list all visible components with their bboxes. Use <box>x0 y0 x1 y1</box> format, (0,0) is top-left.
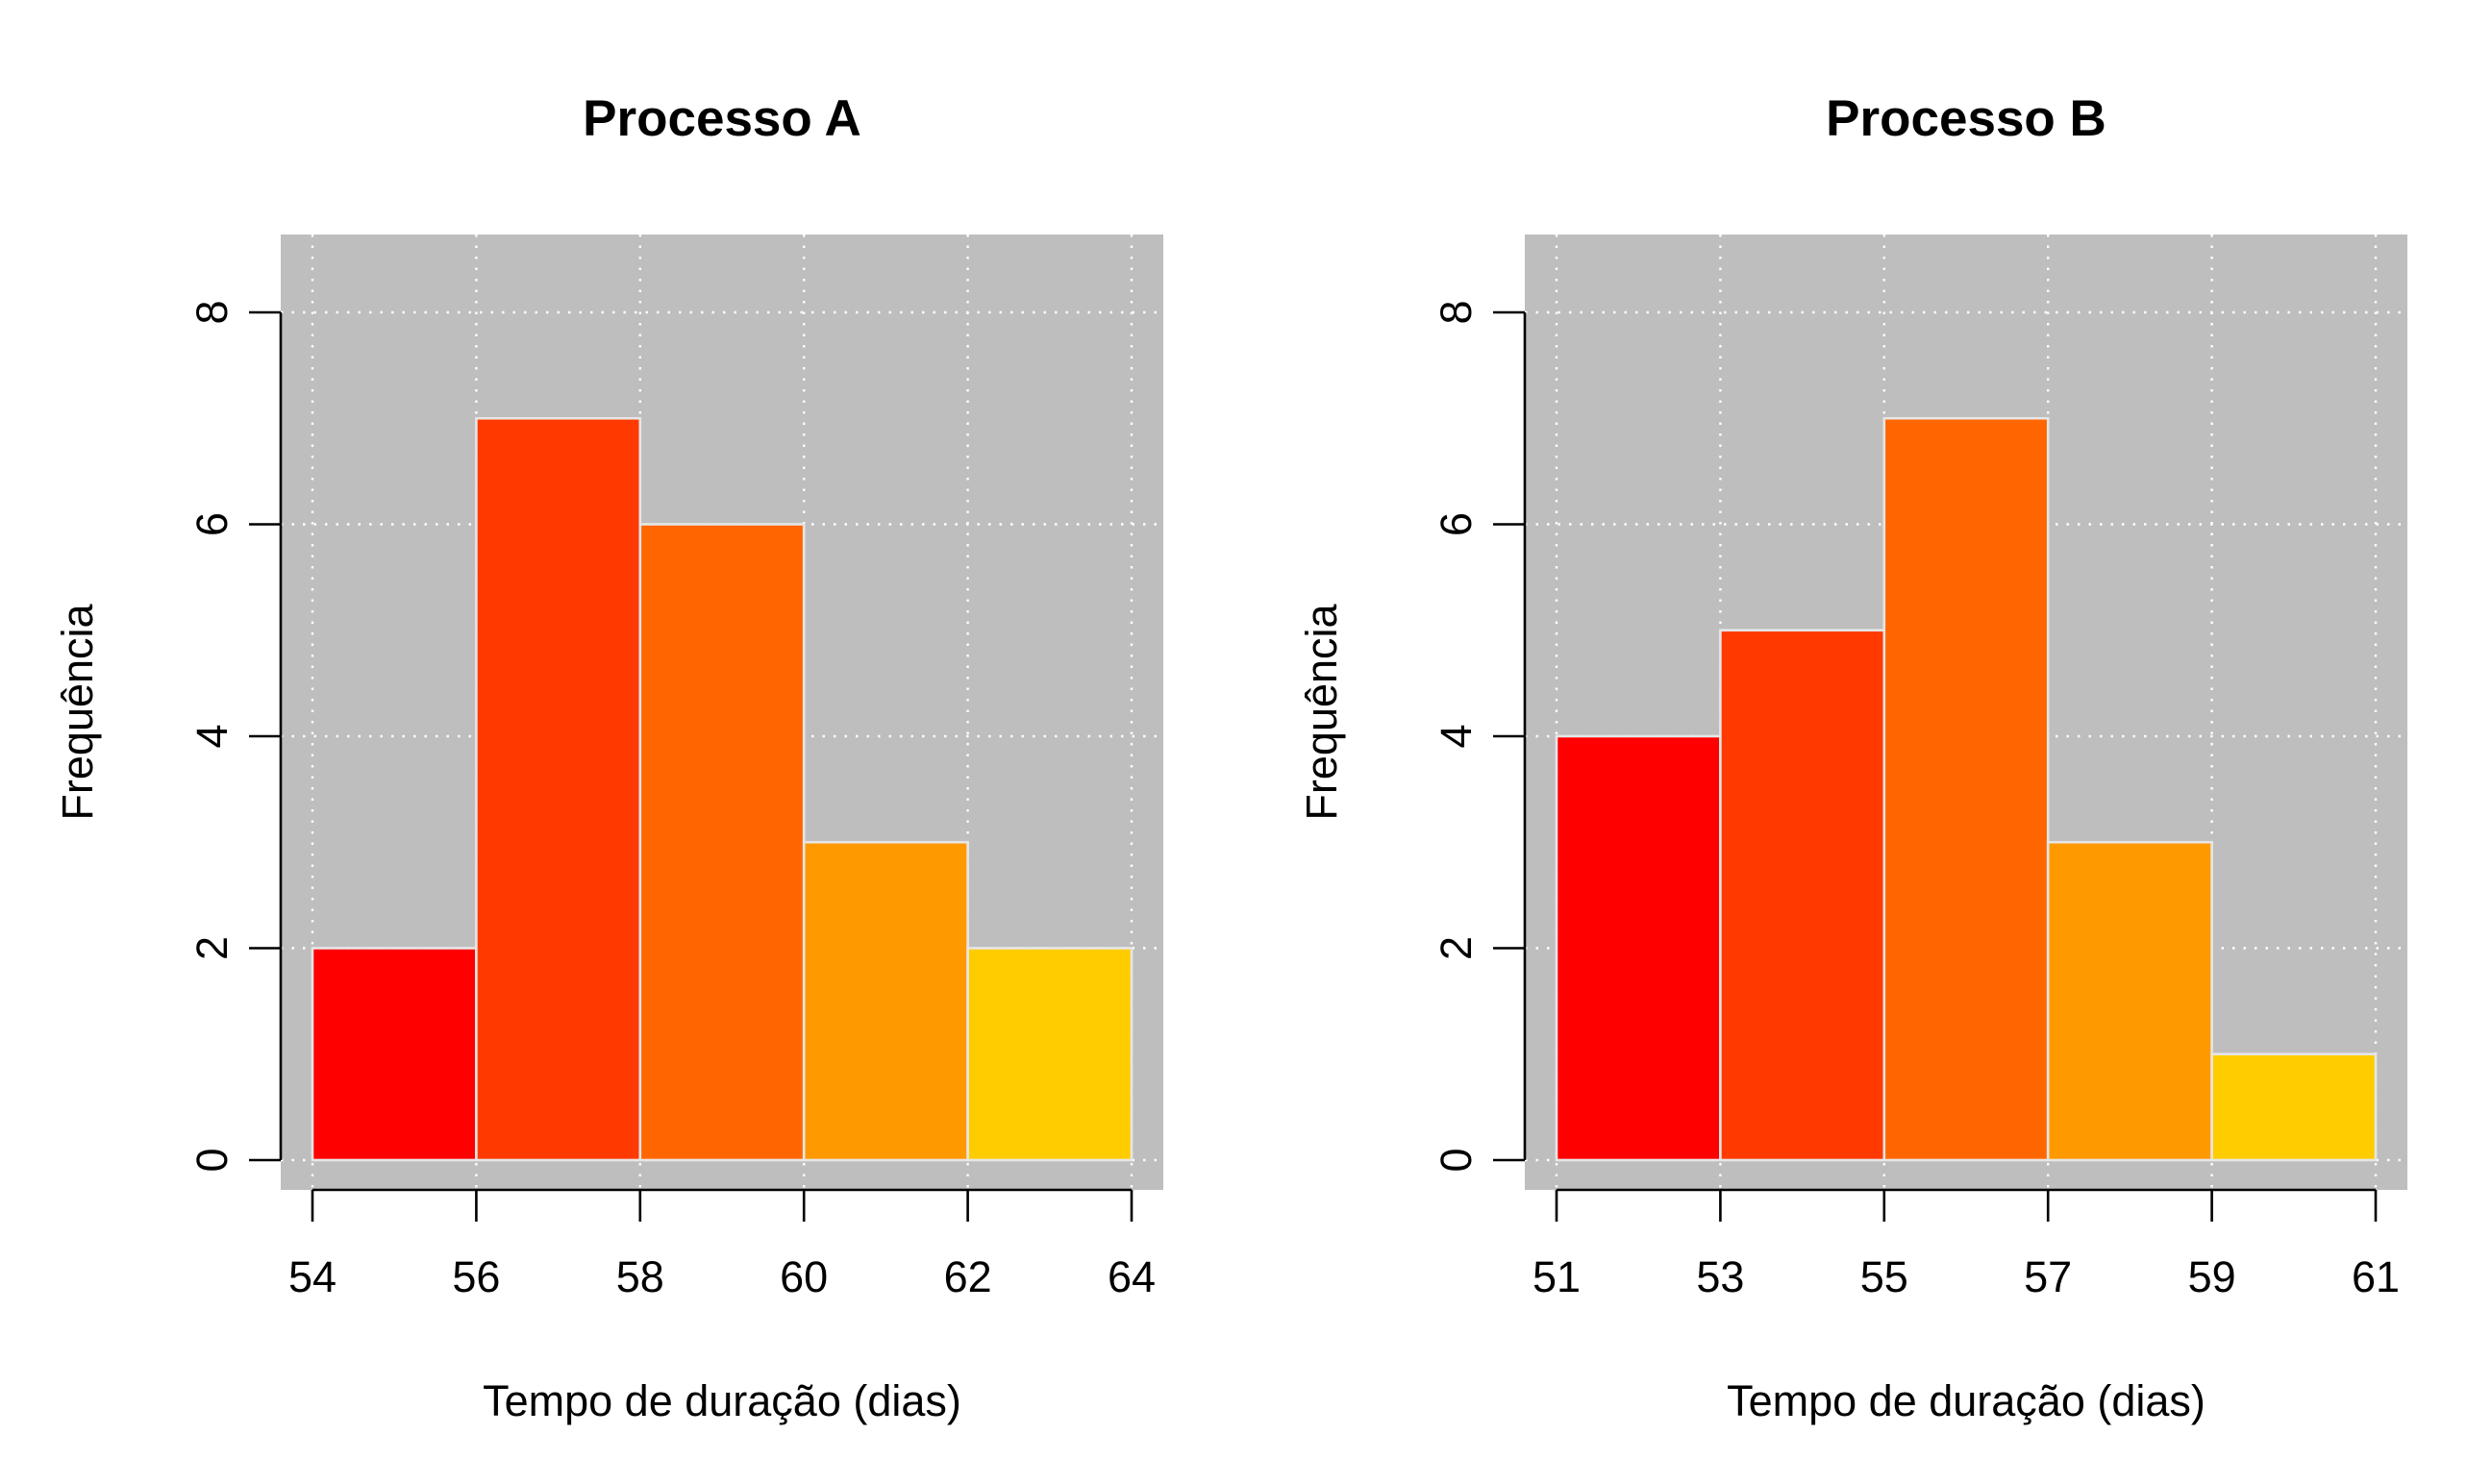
x-tick-label-b-0: 51 <box>1533 1252 1581 1301</box>
x-tick-label-b-2: 55 <box>1860 1252 1908 1301</box>
chart-processo-b: 0 2 4 6 8 51 53 55 57 59 61 Processo B Tempo de du… <box>1297 90 2407 1425</box>
tick-labels-b: 0 2 4 6 8 51 53 55 57 59 61 <box>1432 300 2400 1301</box>
y-tick-label-b-1: 2 <box>1432 936 1481 960</box>
bar-b-0 <box>1555 734 1722 1162</box>
bar-a-3 <box>802 840 969 1162</box>
y-tick-label-b-4: 8 <box>1432 300 1481 324</box>
chart-title-a: Processo A <box>583 90 861 147</box>
x-axis-title-a: Tempo de duração (dias) <box>483 1376 961 1425</box>
y-tick-label-b-0: 0 <box>1432 1148 1481 1172</box>
bar-a-0 <box>311 947 478 1162</box>
chart-processo-a: 0 2 4 6 8 54 56 58 60 62 64 Processo A Tempo de du… <box>53 90 1163 1425</box>
bar-a-4 <box>966 947 1134 1162</box>
x-tick-label-a-0: 54 <box>288 1252 336 1301</box>
y-axis-title-a: Frequência <box>53 603 102 820</box>
bars-a <box>311 416 1134 1162</box>
y-axis-title-b: Frequência <box>1297 603 1346 820</box>
bar-a-1 <box>475 416 642 1162</box>
tick-labels-a: 0 2 4 6 8 54 56 58 60 62 64 <box>187 300 1156 1301</box>
y-tick-label-b-2: 4 <box>1432 724 1481 748</box>
x-tick-label-a-2: 58 <box>616 1252 664 1301</box>
x-tick-label-b-1: 53 <box>1696 1252 1744 1301</box>
bar-b-3 <box>2046 840 2213 1162</box>
bar-b-4 <box>2210 1052 2378 1162</box>
x-tick-label-b-3: 57 <box>2024 1252 2072 1301</box>
x-tick-label-a-4: 62 <box>944 1252 992 1301</box>
bar-b-2 <box>1882 416 2050 1162</box>
bar-b-1 <box>1719 629 1886 1162</box>
y-tick-label-a-4: 8 <box>187 300 237 324</box>
x-tick-label-a-3: 60 <box>780 1252 828 1301</box>
x-tick-label-b-4: 59 <box>2188 1252 2236 1301</box>
y-tick-label-a-0: 0 <box>187 1148 237 1172</box>
x-tick-label-a-1: 56 <box>452 1252 500 1301</box>
bar-a-2 <box>638 523 806 1162</box>
x-axis-title-b: Tempo de duração (dias) <box>1727 1376 2205 1425</box>
y-tick-label-b-3: 6 <box>1432 512 1481 536</box>
axes-b <box>1493 310 2378 1222</box>
bars-b <box>1555 416 2378 1162</box>
y-tick-label-a-3: 6 <box>187 512 237 536</box>
x-tick-label-a-5: 64 <box>1108 1252 1156 1301</box>
x-tick-label-b-5: 61 <box>2352 1252 2400 1301</box>
y-tick-label-a-2: 4 <box>187 724 237 748</box>
chart-title-b: Processo B <box>1826 90 2106 147</box>
y-tick-label-a-1: 2 <box>187 936 237 960</box>
axes-a <box>249 310 1134 1222</box>
